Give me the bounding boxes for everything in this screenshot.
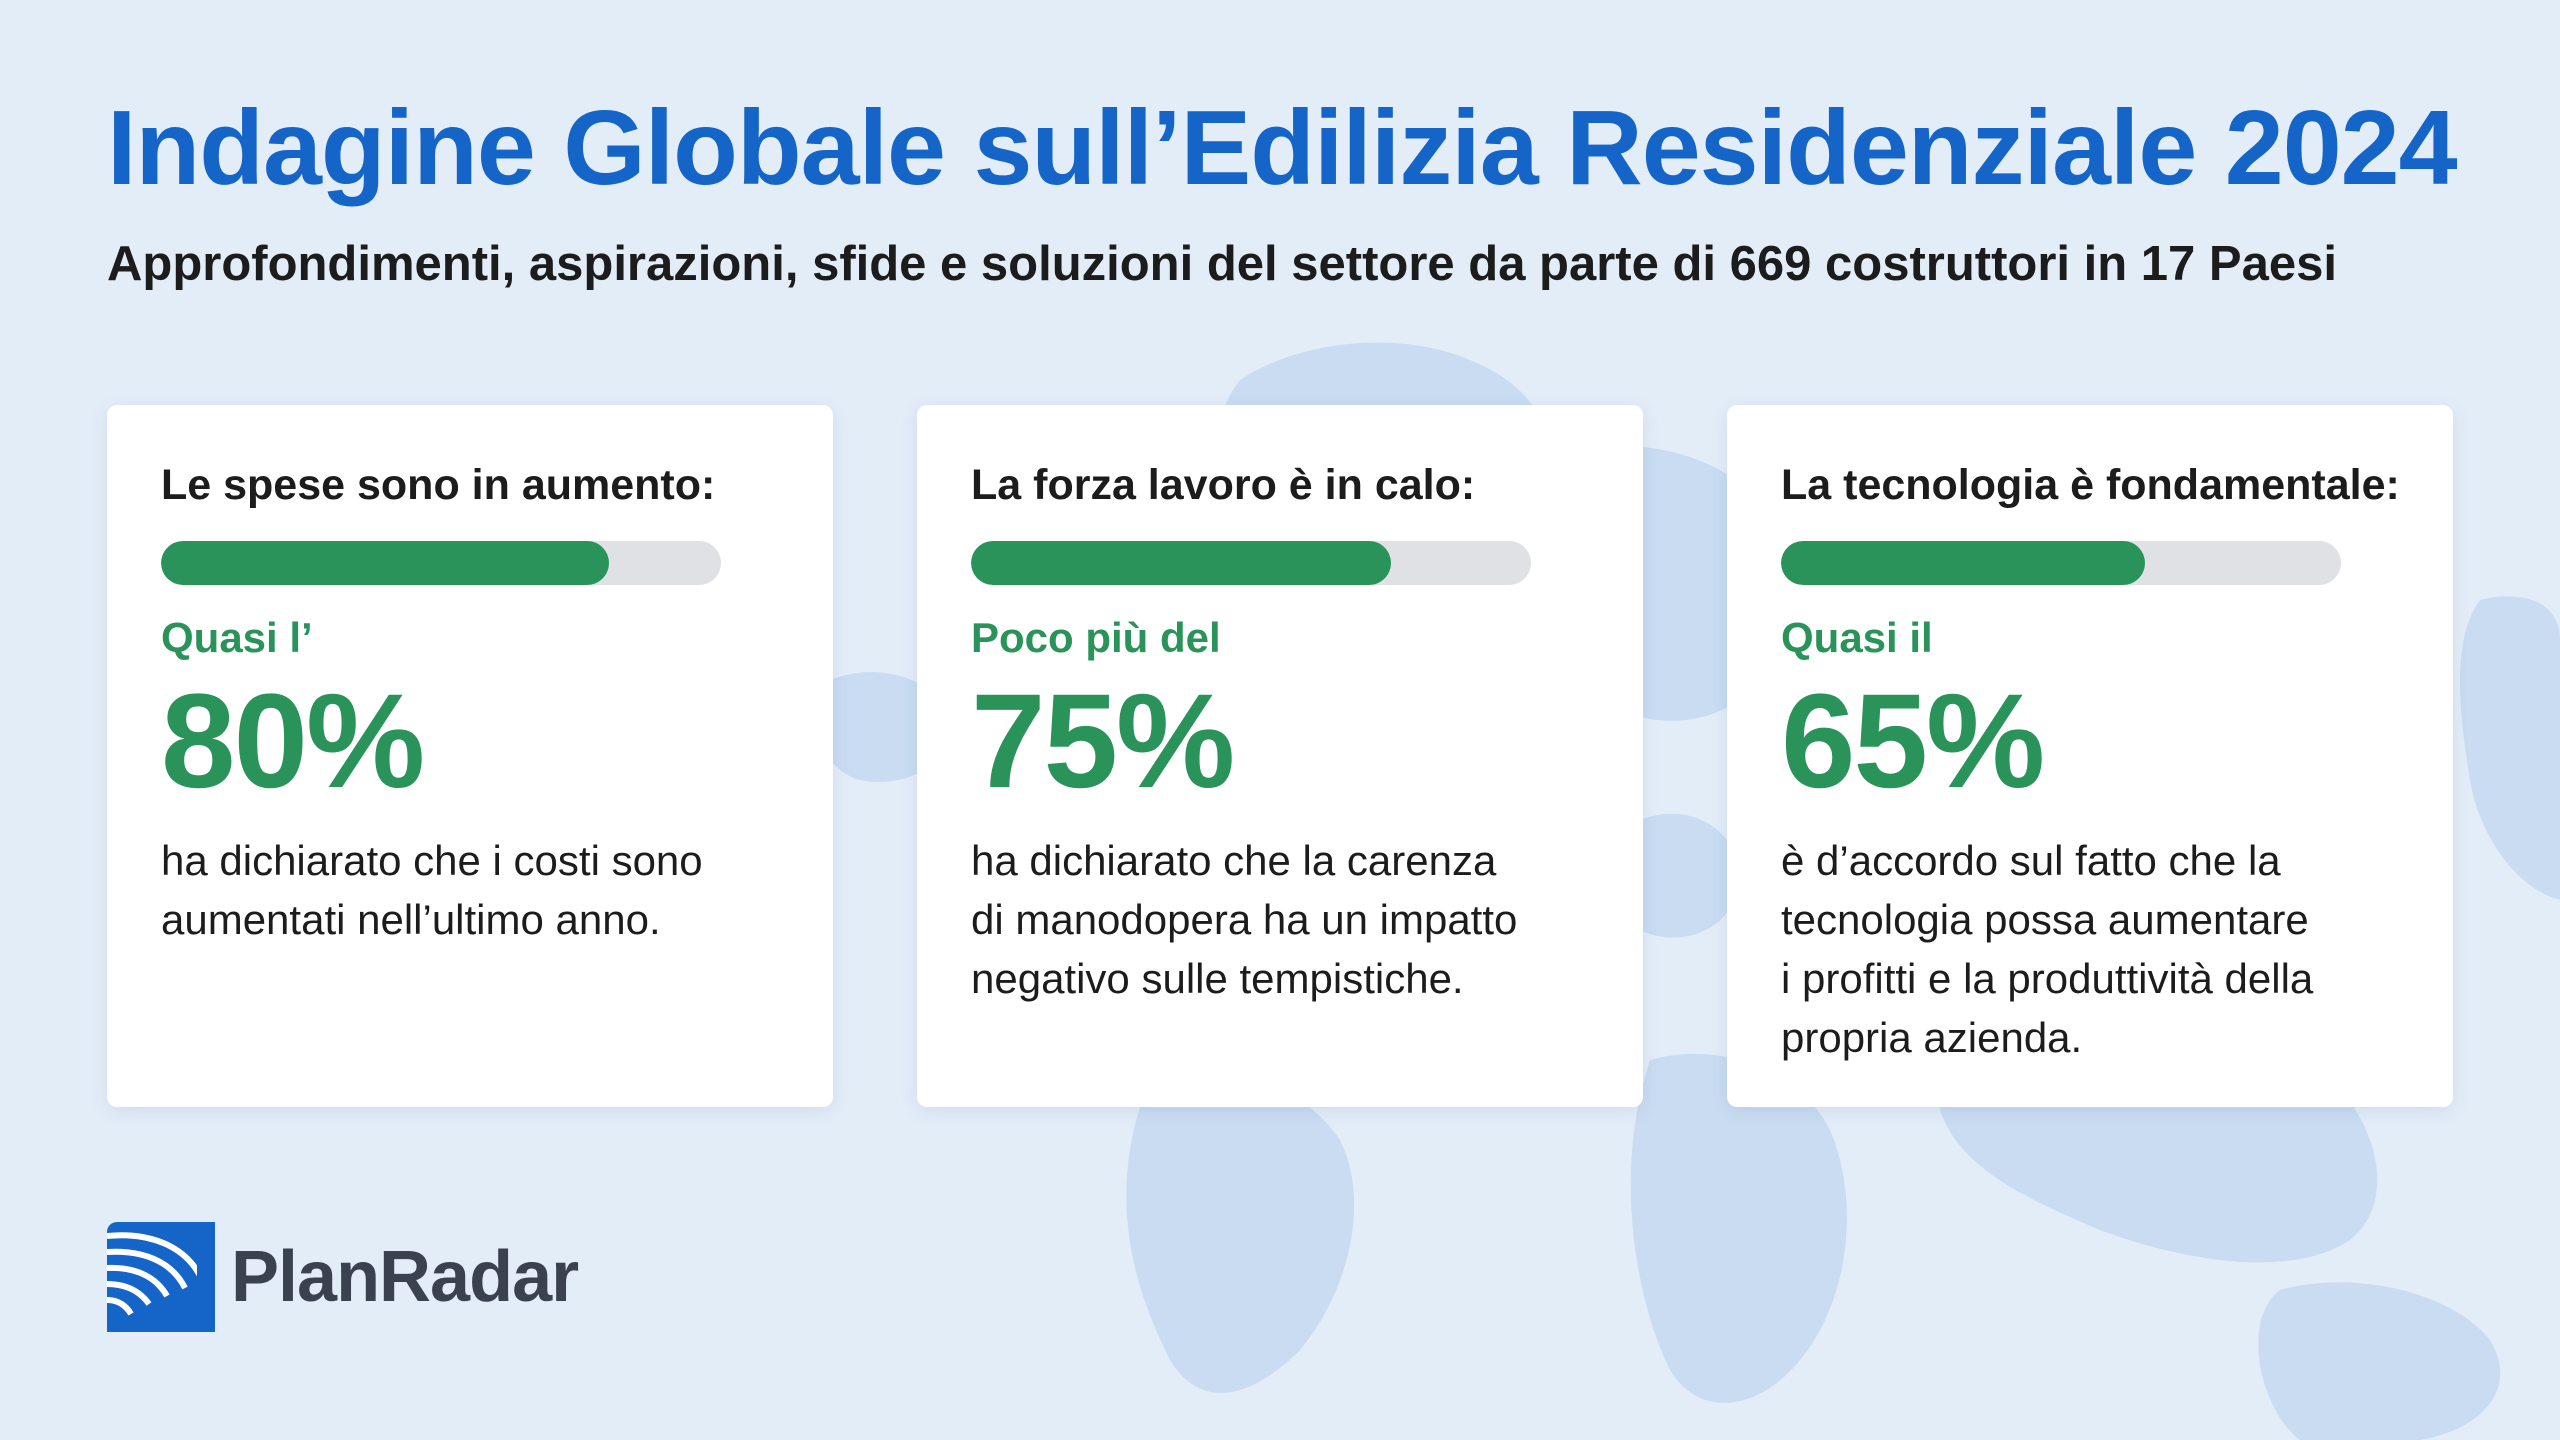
description-line: propria azienda.	[1781, 1014, 2083, 1061]
stat-card-workforce: La forza lavoro è in calo: Poco più del …	[917, 405, 1643, 1107]
stat-percentage: 80%	[161, 667, 425, 816]
planradar-logo: PlanRadar	[107, 1222, 579, 1332]
stat-description: ha dichiarato che la carenza di manodope…	[971, 831, 1589, 1008]
progress-fill	[1781, 541, 2145, 585]
stat-card-costs: Le spese sono in aumento: Quasi l’ 80% h…	[107, 405, 833, 1107]
progress-track	[1781, 541, 2341, 585]
progress-fill	[161, 541, 609, 585]
description-line: è d’accordo sul fatto che la	[1781, 837, 2281, 884]
description-line: ha dichiarato che i costi sono	[161, 837, 703, 884]
page-subtitle: Approfondimenti, aspirazioni, sfide e so…	[107, 237, 2337, 291]
progress-track	[161, 541, 721, 585]
description-line: negativo sulle tempistiche.	[971, 955, 1464, 1002]
card-heading: La forza lavoro è in calo:	[971, 461, 1476, 509]
progress-fill	[971, 541, 1391, 585]
description-line: di manodopera ha un impatto	[971, 896, 1518, 943]
stat-percentage: 65%	[1781, 667, 2045, 816]
description-line: i profitti e la produttività della	[1781, 955, 2314, 1002]
progress-track	[971, 541, 1531, 585]
card-heading: La tecnologia è fondamentale:	[1781, 461, 2400, 509]
logo-wordmark: PlanRadar	[231, 1237, 579, 1317]
stat-card-technology: La tecnologia è fondamentale: Quasi il 6…	[1727, 405, 2453, 1107]
stat-qualifier: Poco più del	[971, 614, 1221, 661]
stat-qualifier: Quasi il	[1781, 614, 1933, 661]
stat-qualifier: Quasi l’	[161, 614, 313, 661]
stat-description: ha dichiarato che i costi sono aumentati…	[161, 831, 779, 949]
card-heading: Le spese sono in aumento:	[161, 461, 716, 509]
stat-percentage: 75%	[971, 667, 1235, 816]
description-line: ha dichiarato che la carenza	[971, 837, 1497, 884]
description-line: aumentati nell’ultimo anno.	[161, 896, 661, 943]
page-title: Indagine Globale sull’Edilizia Residenzi…	[107, 89, 2458, 207]
radar-waves-icon	[107, 1222, 215, 1332]
stat-description: è d’accordo sul fatto che la tecnologia …	[1781, 831, 2399, 1067]
description-line: tecnologia possa aumentare	[1781, 896, 2309, 943]
